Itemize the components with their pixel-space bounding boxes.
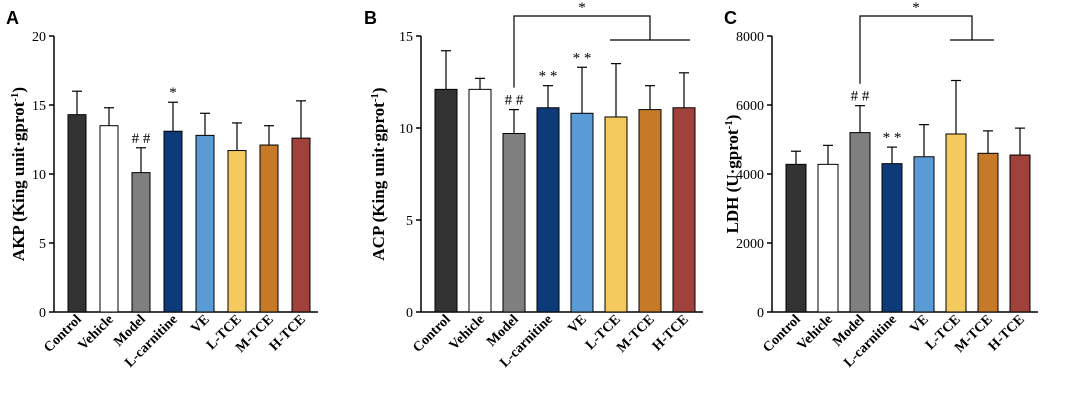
significance-mark: * * [573,50,592,66]
bar-vehicle [99,125,119,313]
category-label: H-TCE [650,312,692,354]
bar-h-tce [1009,154,1031,313]
bar-ve [913,156,935,313]
bar-control [67,114,87,313]
y-tick-label: 10 [399,122,413,137]
bar-m-tce [259,144,279,313]
y-tick-label: 20 [32,30,46,45]
y-tick-label: 5 [39,237,46,252]
category-label: VE [565,312,589,336]
significance-marks-c: # # * * * [851,0,994,146]
category-label: Control [410,312,454,356]
bar-control [785,163,807,313]
bar-m-tce [977,152,999,313]
y-tick-label: 15 [399,30,413,45]
y-tick-label: 8000 [736,30,764,45]
comparison-bracket [513,15,651,88]
panel-letter-a: A [6,8,19,28]
significance-marks-b: # # * * * * * [505,0,690,109]
category-label: H-TCE [986,312,1028,354]
bars-a [67,114,311,313]
y-tick-label: 0 [39,306,46,321]
y-tick-label: 0 [406,306,413,321]
bar-vehicle [817,163,839,313]
bar-l-carnitine [536,107,560,313]
y-axis-label-a: AKP (King unit·gprot-1) [9,87,28,261]
category-label: VE [907,312,931,336]
y-axis-label-b: ACP (King unit·gprot-1) [369,87,388,260]
category-label: H-TCE [267,312,309,354]
significance-marks-a: # # * [132,85,177,147]
bar-ve [570,112,594,313]
y-tick-label: 2000 [736,237,764,252]
bar-m-tce [638,109,662,313]
bar-control [434,88,458,313]
error-bars-b [441,50,689,134]
bar-l-tce [945,133,967,313]
category-label: Vehicle [795,312,836,353]
panel-c: C LDH (U·gprot-1) 0 2000 4000 6000 8000 # # *… [723,0,1038,371]
bar-l-carnitine [881,163,903,313]
panel-letter-c: C [724,8,737,28]
bracket-significance-mark: * [578,0,586,16]
bars-b [434,88,696,313]
comparison-bracket [859,15,973,84]
significance-mark: * * [883,130,902,146]
bar-h-tce [672,107,696,313]
y-tick-label: 5 [406,214,413,229]
bar-l-carnitine [163,130,183,313]
y-tick-label: 4000 [736,168,764,183]
category-label: Control [41,312,85,356]
bar-model [131,172,151,313]
y-tick-label: 6000 [736,99,764,114]
category-label: Vehicle [447,312,488,353]
y-tick-label: 15 [32,99,46,114]
panel-b: B ACP (King unit·gprot-1) 0 5 10 15 # # * * *… [364,0,703,371]
significance-mark: * [169,85,177,101]
bar-model [849,132,871,313]
bar-h-tce [291,137,311,313]
significance-mark: # # [505,93,524,109]
axes-a: 0 5 10 15 20 [32,30,318,321]
error-bars-c [791,79,1025,165]
bar-model [502,133,526,313]
y-tick-label: 10 [32,168,46,183]
bracket-significance-mark: * [912,0,920,16]
significance-mark: # # [851,89,870,105]
category-label: VE [188,312,212,336]
bar-vehicle [468,88,492,313]
bar-ve [195,134,215,313]
y-axis-label-c: LDH (U·gprot-1) [723,115,742,234]
bar-l-tce [227,150,247,313]
panel-letter-b: B [364,8,377,28]
bar-l-tce [604,116,628,313]
error-bars-a [72,90,306,173]
category-label: M-TCE [614,312,658,356]
category-label: Control [760,312,804,356]
significance-mark: # # [132,131,151,147]
category-label: Vehicle [76,312,117,353]
bars-c [785,132,1031,313]
significance-mark: * * [539,69,558,85]
y-tick-label: 0 [757,306,764,321]
